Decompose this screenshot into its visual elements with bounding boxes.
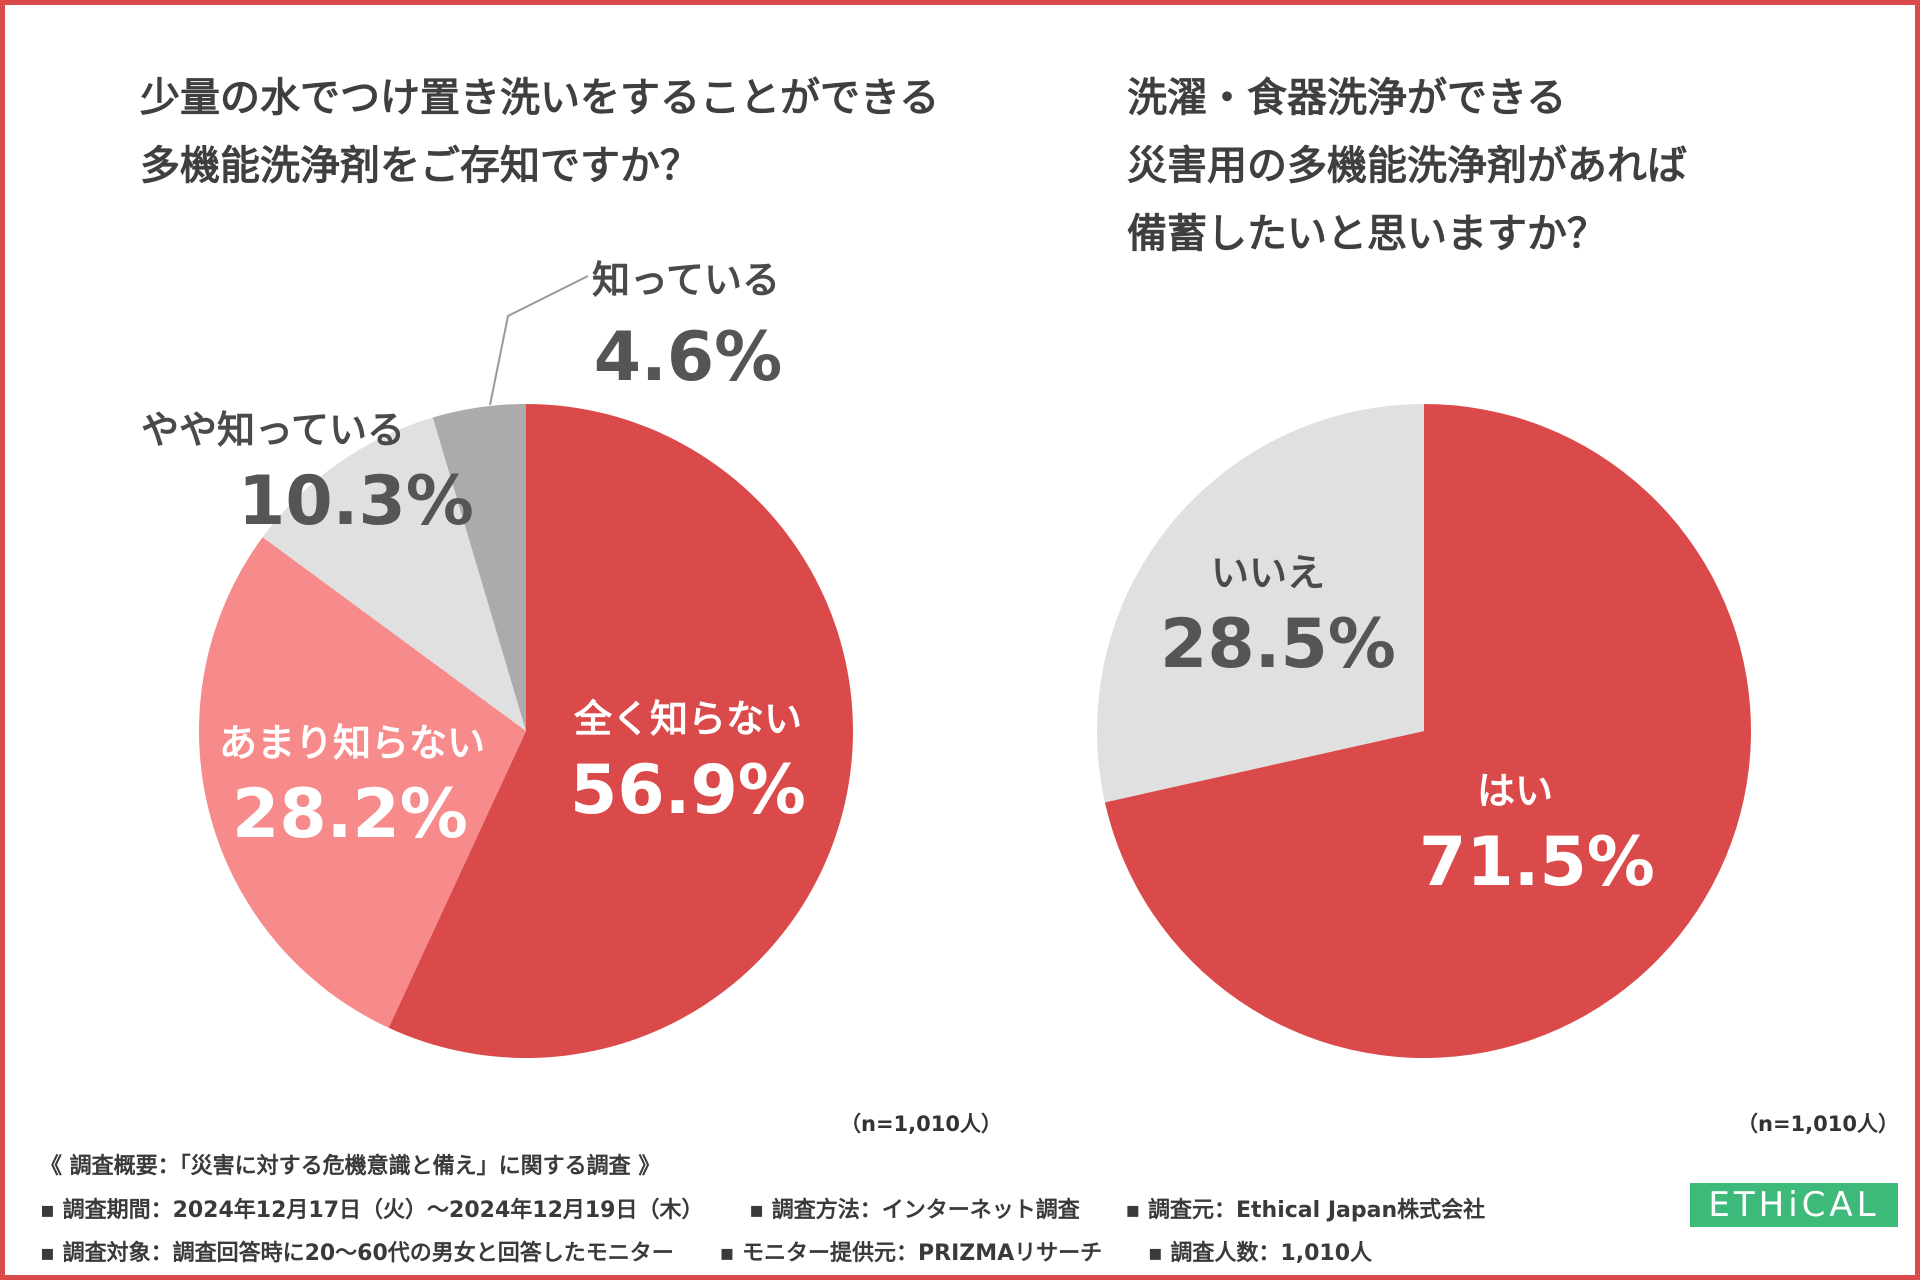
survey-info-row-2: ▪ 調査対象：調査回答時に20〜60代の男女と回答したモニター ▪ モニター提供… [40,1235,1410,1267]
chart2-slice-0 [1104,404,1752,1058]
chart1-label-value-0: 56.9% [570,751,806,830]
chart1-slice-3 [432,404,526,731]
chart1-title-line-2: 多機能洗浄剤をご存知ですか？ [140,143,700,189]
chart2-title-line-3: 備蓄したいと思いますか？ [1127,211,1607,257]
survey-count: ▪ 調査人数：1,010人 [1147,1241,1373,1266]
chart2-slices [1097,404,1752,1058]
survey-period: ▪ 調査期間：2024年12月17日（火）〜2024年12月19日（木） [40,1198,704,1223]
chart2-title-line-2: 災害用の多機能洗浄剤があれば [1127,143,1687,189]
chart1-slice-1 [198,537,527,1028]
chart2-label-category-0: はい [1477,769,1553,813]
chart1-label-value-2: 10.3% [238,462,474,541]
chart1-label-category-3: 知っている [592,258,780,302]
chart2-label-value-1: 28.5% [1160,605,1396,684]
chart1-label-value-1: 28.2% [232,775,468,854]
chart1-slices [198,404,853,1058]
chart2-title: 洗濯・食器洗浄ができる 災害用の多機能洗浄剤があれば 備蓄したいと思いますか？ [1127,64,1687,268]
survey-method: ▪ 調査方法：インターネット調査 [749,1198,1080,1223]
chart1-title: 少量の水でつけ置き洗いをすることができる 多機能洗浄剤をご存知ですか？ [140,64,939,200]
chart1-label-category-0: 全く知らない [573,697,802,741]
monitor-provider: ▪ モニター提供元：PRIZMAリサーチ [719,1241,1103,1266]
chart1-label-category-2: やや知っている [141,408,405,452]
survey-summary-title: 《 調査概要：「災害に対する危機意識と備え」に関する調査 》 [40,1154,661,1179]
chart2-label-category-1: いいえ [1211,551,1325,595]
survey-target: ▪ 調査対象：調査回答時に20〜60代の男女と回答したモニター [40,1241,674,1266]
chart2-sample-size: （n=1,010人） [1737,1112,1899,1136]
chart1-leader-line [489,275,589,406]
chart1-label-category-1: あまり知らない [219,721,485,765]
chart2-label-value-0: 71.5% [1419,823,1655,902]
chart2-title-line-1: 洗濯・食器洗浄ができる [1127,75,1567,121]
chart2-slice-1 [1097,404,1424,803]
survey-source: ▪ 調査元：Ethical Japan株式会社 [1125,1198,1486,1223]
chart1-label-value-3: 4.6% [594,318,783,397]
survey-info-row-1: ▪ 調査期間：2024年12月17日（火）〜2024年12月19日（木） ▪ 調… [40,1192,1523,1224]
ethical-logo: ETHiCAL [1690,1183,1898,1227]
chart1-slice-2 [262,417,526,731]
chart1-sample-size: （n=1,010人） [840,1112,1002,1136]
chart1-slice-0 [388,404,853,1058]
chart1-title-line-1: 少量の水でつけ置き洗いをすることができる [140,75,940,121]
